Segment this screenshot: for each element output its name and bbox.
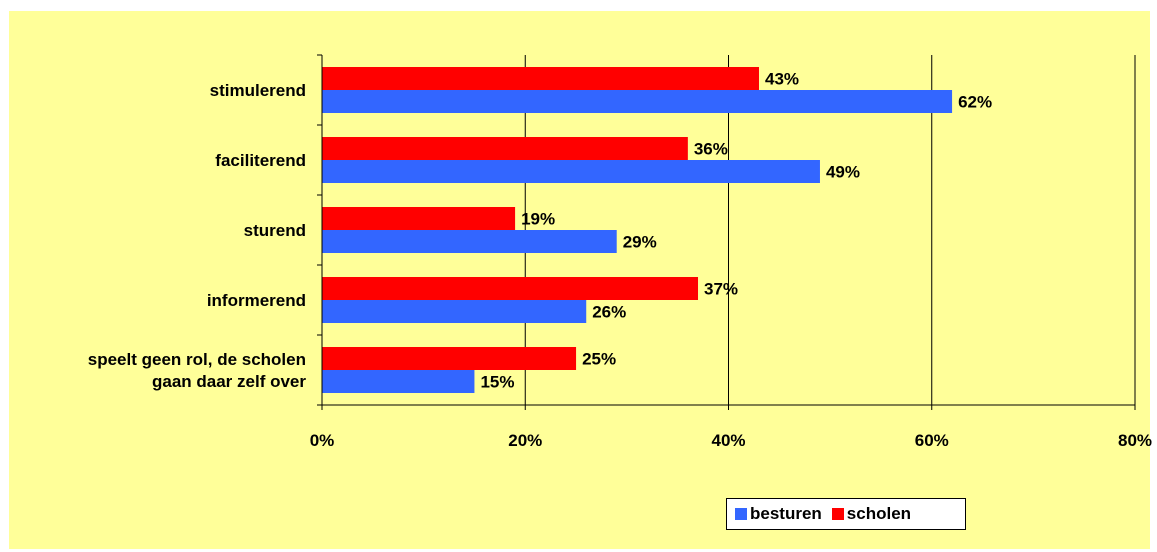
bar-besturen-3 [322,300,587,323]
x-tick-label-60: 60% [915,431,949,450]
category-label-4-1: gaan daar zelf over [152,372,306,391]
data-label-scholen-4: 25% [582,350,616,369]
data-label-scholen-0: 43% [765,70,799,89]
bar-scholen-3 [322,277,699,300]
bar-besturen-2 [322,230,617,253]
category-label-4-0: speelt geen rol, de scholen [88,350,306,369]
legend-swatch-besturen [735,508,747,520]
data-label-besturen-0: 62% [958,93,992,112]
x-tick-label-0: 0% [310,431,335,450]
bar-besturen-0 [322,90,953,113]
data-label-besturen-3: 26% [592,303,626,322]
bar-besturen-4 [322,370,475,393]
x-tick-label-80: 80% [1118,431,1152,450]
category-label-0: stimulerend [210,81,306,100]
category-label-2: sturend [244,221,306,240]
x-tick-label-20: 20% [508,431,542,450]
bar-scholen-1 [322,137,688,160]
bar-scholen-4 [322,347,577,370]
data-label-scholen-2: 19% [521,210,555,229]
legend-swatch-scholen [831,508,844,520]
data-label-besturen-1: 49% [826,163,860,182]
legend-label-scholen: scholen [846,504,912,523]
category-label-1: faciliterend [215,151,306,170]
data-label-besturen-4: 15% [480,373,514,392]
category-label-3: informerend [207,291,306,310]
bar-scholen-2 [322,207,516,230]
bar-besturen-1 [322,160,820,183]
legend-item-scholen: scholen [831,504,912,524]
legend: besturen scholen [726,498,966,530]
data-label-besturen-2: 29% [623,233,657,252]
data-label-scholen-1: 36% [694,140,728,159]
bar-scholen-0 [322,67,759,90]
x-tick-label-40: 40% [711,431,745,450]
legend-label-besturen: besturen [750,504,822,523]
legend-item-besturen: besturen [735,504,822,524]
data-label-scholen-3: 37% [704,280,738,299]
